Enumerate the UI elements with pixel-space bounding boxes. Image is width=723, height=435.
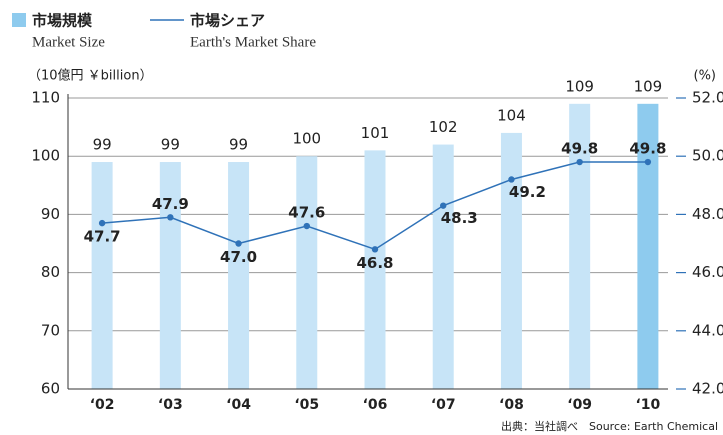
y2-tick-label: 44.0 bbox=[692, 321, 723, 339]
bar bbox=[432, 144, 454, 389]
legend-label: 市場シェア bbox=[190, 12, 265, 30]
bar-label: 109 bbox=[634, 77, 663, 95]
bar-label-bg bbox=[423, 116, 464, 137]
y-tick-label: 70 bbox=[41, 321, 60, 339]
bar-label: 99 bbox=[161, 136, 180, 154]
x-tick-label: ‘09 bbox=[567, 397, 592, 413]
line-label: 49.2 bbox=[509, 183, 546, 201]
y2-tick-label: 50.0 bbox=[692, 147, 723, 165]
bar-label: 109 bbox=[565, 77, 594, 95]
line-label: 47.0 bbox=[220, 248, 257, 266]
legend-label: 市場規模 bbox=[32, 12, 93, 30]
bar-label-bg bbox=[559, 75, 600, 96]
line-point bbox=[371, 246, 379, 253]
bar-label-bg bbox=[218, 134, 259, 155]
x-tick-label: ‘03 bbox=[158, 397, 183, 413]
bar-label-bg bbox=[82, 134, 123, 155]
bar bbox=[500, 132, 522, 390]
y-tick-label: 110 bbox=[31, 89, 60, 107]
x-tick-label: ‘10 bbox=[635, 397, 660, 413]
x-tick-label: ‘06 bbox=[363, 397, 388, 413]
bar bbox=[228, 162, 250, 389]
bar bbox=[364, 150, 386, 389]
bar bbox=[569, 103, 591, 389]
y2-axis-label: (%) bbox=[694, 69, 717, 84]
y2-tick-label: 46.0 bbox=[692, 263, 723, 281]
y-tick-label: 90 bbox=[41, 205, 60, 223]
y-tick-label: 60 bbox=[41, 380, 60, 398]
line-label: 48.3 bbox=[441, 209, 478, 227]
x-tick-label: ‘08 bbox=[499, 397, 524, 413]
line-label: 46.8 bbox=[356, 254, 393, 272]
y2-tick-label: 52.0 bbox=[692, 89, 723, 107]
line-point bbox=[303, 222, 310, 230]
bar bbox=[296, 156, 318, 389]
legend-label-en: Earth's Market Share bbox=[190, 34, 316, 50]
line-point bbox=[508, 176, 515, 183]
bar-label: 100 bbox=[292, 130, 321, 148]
bar-label-bg bbox=[150, 134, 191, 155]
line-point bbox=[235, 240, 242, 247]
line-point bbox=[167, 214, 174, 221]
bar-label-bg bbox=[355, 122, 395, 143]
legend-label-en: Market Size bbox=[32, 34, 105, 50]
bar-label: 101 bbox=[361, 124, 390, 142]
x-tick-label: ‘07 bbox=[431, 397, 456, 413]
line-label: 47.7 bbox=[84, 228, 121, 246]
line-label: 49.8 bbox=[629, 140, 666, 158]
y-tick-label: 80 bbox=[41, 263, 60, 281]
line-label: 49.8 bbox=[561, 140, 598, 158]
x-tick-label: ‘05 bbox=[294, 397, 319, 413]
source: 出典：当社調べ Source: Earth Chemical bbox=[501, 419, 718, 433]
line-point bbox=[644, 158, 652, 166]
bar-label-bg bbox=[491, 104, 532, 125]
line-label: 47.9 bbox=[152, 195, 189, 213]
y2-tick-label: 42.0 bbox=[692, 380, 723, 398]
bar-label: 102 bbox=[429, 118, 458, 136]
y-axis-label: （10億円 ￥billion） bbox=[28, 68, 153, 84]
bar-label-bg bbox=[627, 75, 668, 96]
y-tick-label: 100 bbox=[31, 147, 60, 165]
bar-label: 99 bbox=[229, 136, 248, 154]
line-label: 47.6 bbox=[288, 204, 325, 222]
bar bbox=[91, 162, 113, 389]
bar-label-bg bbox=[286, 128, 327, 149]
x-tick-label: ‘04 bbox=[226, 397, 251, 413]
y2-tick-label: 48.0 bbox=[692, 205, 723, 223]
line-point bbox=[98, 219, 106, 227]
bar-label: 104 bbox=[497, 106, 526, 124]
bar-label: 99 bbox=[93, 136, 112, 154]
legend-swatch-bar bbox=[12, 13, 26, 27]
bar bbox=[637, 103, 659, 389]
x-tick-label: ‘02 bbox=[90, 397, 115, 413]
line-point bbox=[440, 202, 447, 209]
line-point bbox=[576, 158, 583, 166]
